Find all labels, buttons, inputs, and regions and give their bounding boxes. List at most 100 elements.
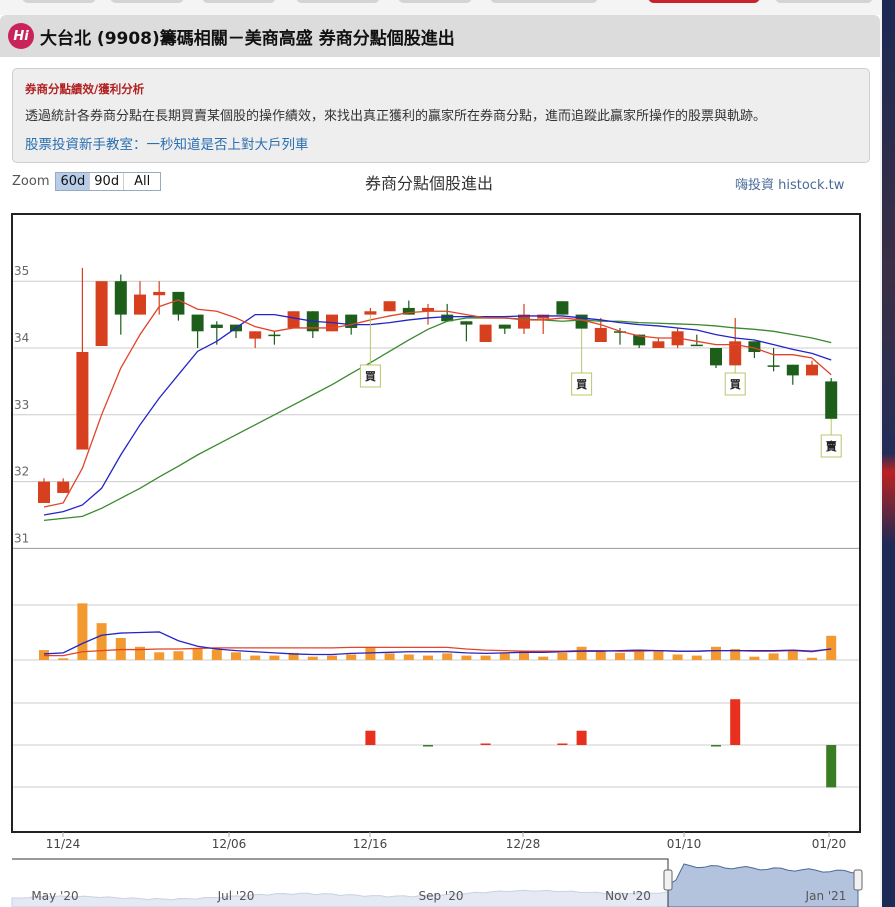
candle-body xyxy=(210,324,223,328)
volume-bar xyxy=(768,653,779,660)
volume-bar xyxy=(327,655,337,660)
navigator-handle[interactable] xyxy=(853,869,863,891)
zoom-selector: Zoom 60d 90d All xyxy=(12,172,162,191)
candle-body xyxy=(38,481,50,503)
navigator-label: Jul '20 xyxy=(217,889,255,903)
broker-net-bar xyxy=(365,730,376,745)
buy-marker-label: 買 xyxy=(365,370,376,383)
broker-net-bar xyxy=(711,745,721,747)
volume-bar xyxy=(691,655,702,660)
volume-bar xyxy=(480,655,491,660)
y-tick-label: 32 xyxy=(14,465,29,479)
volume-bar xyxy=(346,654,357,660)
broker-net-bar xyxy=(576,730,587,745)
side-ad-strip xyxy=(882,0,895,907)
zoom-60d-button[interactable]: 60d xyxy=(56,173,91,190)
info-heading: 券商分點績效/獲利分析 xyxy=(25,82,145,96)
volume-bar xyxy=(269,655,280,660)
volume-bar xyxy=(77,603,88,660)
tab[interactable] xyxy=(296,0,380,3)
volume-bar xyxy=(711,646,721,660)
navigator-handle[interactable] xyxy=(663,869,673,891)
top-tabs xyxy=(0,0,880,4)
chart-title: 券商分點個股進出 xyxy=(365,174,494,193)
volume-bar xyxy=(461,655,472,660)
candle-body xyxy=(57,481,70,493)
candle-body xyxy=(249,331,262,339)
candle-body xyxy=(594,327,607,342)
volume-bar xyxy=(288,652,299,660)
navigator-label: Sep '20 xyxy=(419,889,464,903)
volume-bar xyxy=(250,655,261,660)
volume-bar xyxy=(135,646,145,660)
plot-frame xyxy=(11,213,861,833)
sell-marker-label: 賣 xyxy=(825,439,838,453)
page-title: 大台北 (9908)籌碼相關－美商高盛 券商分點個股進出 xyxy=(40,28,455,49)
volume-bar xyxy=(787,650,798,660)
candle-body xyxy=(268,334,281,337)
title-bar: Hi 大台北 (9908)籌碼相關－美商高盛 券商分點個股進出 xyxy=(0,15,880,57)
tab[interactable] xyxy=(398,0,472,3)
trade-marker xyxy=(820,434,842,458)
ma-slow-line xyxy=(43,317,832,521)
trade-marker xyxy=(571,372,593,396)
candle-body xyxy=(690,344,703,347)
candle-body xyxy=(498,324,511,329)
candle-body xyxy=(652,341,665,348)
volume-bar xyxy=(653,651,664,660)
candle-body xyxy=(729,341,742,366)
candle-body xyxy=(748,341,761,353)
candle-body xyxy=(441,314,454,322)
y-tick-label: 34 xyxy=(14,331,29,345)
volume-bar xyxy=(519,651,529,660)
candle-body xyxy=(172,291,185,315)
volume-bar xyxy=(96,623,107,660)
navigator-label: May '20 xyxy=(31,889,78,903)
x-tick-label: 01/10 xyxy=(667,837,702,851)
volume-bar xyxy=(730,649,741,660)
info-box: 券商分點績效/獲利分析 透過統計各券商分點在長期買賣某個股的操作績效，來找出真正… xyxy=(12,68,870,163)
candle-body xyxy=(556,301,569,315)
candle-body xyxy=(402,307,415,315)
broker-net-bar xyxy=(423,745,433,747)
volume-bar xyxy=(634,651,645,660)
volume-bar xyxy=(826,635,837,660)
zoom-all-button[interactable]: All xyxy=(124,173,161,190)
volume-bar xyxy=(538,656,549,660)
buy-marker-label: 買 xyxy=(730,378,741,391)
candle-body xyxy=(191,314,204,332)
trade-marker xyxy=(724,372,746,396)
broker-net-bar xyxy=(826,745,837,788)
volume-bar xyxy=(231,652,241,660)
volume-bar xyxy=(807,657,817,660)
candle-body xyxy=(767,365,780,367)
tab[interactable] xyxy=(110,0,184,3)
candle-body xyxy=(134,294,146,315)
y-tick-label: 31 xyxy=(14,531,29,545)
candle-body xyxy=(76,352,89,450)
tutorial-link[interactable]: 股票投資新手教室：一秒知道是否上對大戶列車 xyxy=(25,137,309,153)
ma-fast-line xyxy=(43,299,832,508)
candle-body xyxy=(806,364,818,376)
volume-bar xyxy=(557,652,568,660)
volume-bar xyxy=(595,651,606,660)
histock-logo: Hi xyxy=(8,23,34,49)
tab[interactable] xyxy=(22,0,96,3)
x-tick-label: 12/06 xyxy=(212,837,247,851)
volume-bar xyxy=(173,651,184,660)
tab[interactable] xyxy=(202,0,276,3)
candle-body xyxy=(114,281,127,315)
volume-bar xyxy=(499,653,510,660)
buy-marker-label: 買 xyxy=(576,378,587,391)
volume-bar xyxy=(154,652,165,660)
volume-bar xyxy=(576,646,587,660)
volume-bar xyxy=(307,656,318,660)
tab[interactable] xyxy=(775,0,873,3)
tab-active[interactable] xyxy=(648,0,760,3)
candle-body xyxy=(614,331,626,333)
candle-body xyxy=(710,348,722,366)
tab[interactable] xyxy=(490,0,598,3)
volume-bar xyxy=(403,654,414,660)
zoom-90d-button[interactable]: 90d xyxy=(90,173,125,190)
zoom-label: Zoom xyxy=(12,174,50,189)
